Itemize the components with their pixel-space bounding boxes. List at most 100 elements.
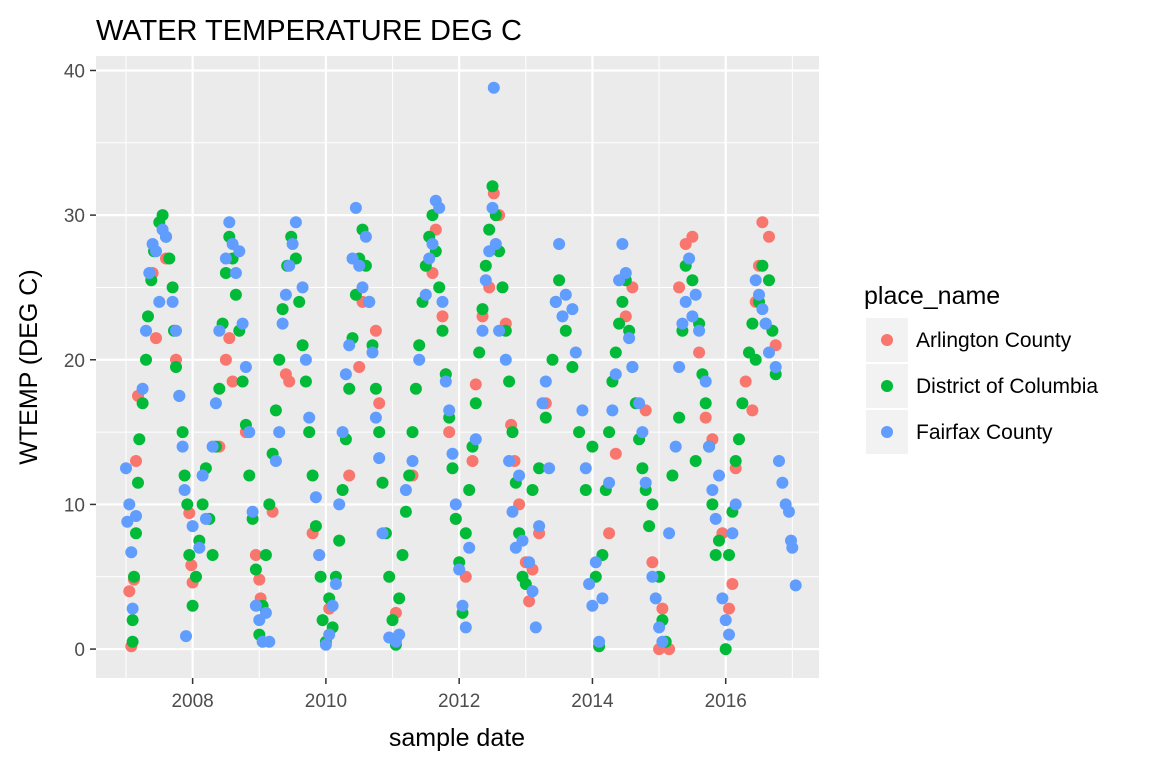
data-point-district-of-columbia [723, 549, 735, 561]
data-point-fairfax-county [233, 245, 246, 258]
data-point-fairfax-county [349, 201, 362, 214]
data-point-fairfax-county [313, 549, 326, 561]
data-point-district-of-columbia [170, 361, 182, 373]
data-point-district-of-columbia [469, 397, 482, 410]
data-point-fairfax-county [646, 570, 659, 583]
data-point-arlington-county [130, 455, 142, 467]
legend-label-arlington-county: Arlington County [916, 329, 1072, 352]
data-point-fairfax-county [343, 339, 356, 352]
data-point-arlington-county [185, 559, 198, 572]
data-point-arlington-county [656, 602, 669, 615]
data-point-fairfax-county [699, 375, 712, 388]
data-point-district-of-columbia [406, 426, 419, 439]
data-point-fairfax-county [279, 288, 292, 301]
data-point-fairfax-county [186, 520, 199, 533]
data-point-fairfax-county [296, 281, 309, 294]
data-point-district-of-columbia [573, 426, 586, 439]
data-point-fairfax-county [259, 606, 272, 619]
plot-panel [96, 56, 819, 678]
grid-minor [96, 56, 819, 678]
data-point-fairfax-county [616, 238, 629, 250]
data-point-arlington-county [253, 573, 266, 586]
y-tick-label: 40 [64, 61, 85, 82]
data-point-fairfax-county [453, 563, 466, 576]
data-point-district-of-columbia [666, 469, 679, 482]
data-point-fairfax-county [393, 628, 406, 641]
data-point-fairfax-county [676, 317, 689, 330]
data-point-fairfax-county [516, 534, 529, 547]
data-point-fairfax-county [419, 288, 432, 301]
data-point-district-of-columbia [299, 375, 312, 388]
data-point-fairfax-county [136, 382, 149, 395]
data-point-fairfax-county [356, 281, 369, 294]
data-point-arlington-county [763, 230, 775, 243]
data-point-fairfax-county [713, 469, 725, 482]
data-point-district-of-columbia [616, 295, 629, 308]
x-tick-label: 2014 [571, 691, 614, 712]
data-point-district-of-columbia [503, 375, 516, 388]
data-point-fairfax-county [726, 527, 739, 540]
data-point-fairfax-county [249, 599, 262, 612]
data-point-fairfax-county [576, 404, 589, 417]
data-point-district-of-columbia [673, 411, 686, 424]
x-tick-label: 2010 [305, 691, 347, 712]
data-point-fairfax-county [463, 541, 476, 554]
data-point-arlington-county [693, 346, 706, 359]
data-point-fairfax-county [223, 216, 236, 229]
legend-title: place_name [864, 282, 1000, 310]
data-point-fairfax-county [669, 440, 682, 453]
data-point-fairfax-county [769, 361, 782, 373]
data-point-fairfax-county [689, 288, 702, 301]
data-point-fairfax-county [289, 216, 302, 229]
data-point-arlington-county [353, 361, 366, 373]
data-point-arlington-county [219, 353, 232, 366]
data-point-district-of-columbia [309, 520, 322, 533]
data-point-fairfax-county [729, 498, 742, 511]
data-point-district-of-columbia [586, 440, 599, 453]
data-point-district-of-columbia [559, 324, 572, 337]
data-point-fairfax-county [649, 592, 662, 605]
data-point-fairfax-county [603, 476, 616, 489]
data-point-district-of-columbia [373, 426, 386, 439]
data-point-fairfax-county [209, 397, 222, 410]
data-point-district-of-columbia [719, 643, 732, 656]
data-point-district-of-columbia [178, 469, 191, 482]
data-point-fairfax-county [533, 520, 546, 533]
data-point-fairfax-county [359, 230, 372, 243]
data-point-arlington-county [699, 411, 712, 424]
data-point-district-of-columbia [316, 614, 329, 627]
data-point-fairfax-county [593, 635, 606, 648]
data-point-district-of-columbia [276, 303, 289, 316]
data-point-fairfax-county [476, 324, 489, 337]
data-point-fairfax-county [523, 556, 536, 569]
data-point-district-of-columbia [376, 476, 389, 489]
data-point-district-of-columbia [636, 462, 649, 475]
data-point-fairfax-county [323, 628, 336, 641]
data-point-district-of-columbia [126, 635, 139, 648]
data-point-district-of-columbia [706, 498, 719, 511]
data-point-arlington-county [673, 281, 686, 294]
data-point-district-of-columbia [579, 484, 592, 496]
data-point-district-of-columbia [343, 382, 356, 395]
legend-swatch-fairfax-county [881, 426, 893, 438]
data-point-fairfax-county [213, 324, 226, 337]
data-point-fairfax-county [526, 585, 539, 598]
data-point-fairfax-county [487, 81, 500, 94]
data-point-fairfax-county [586, 599, 599, 612]
data-point-fairfax-county [170, 324, 182, 337]
data-point-district-of-columbia [213, 382, 226, 395]
data-point-fairfax-county [336, 426, 349, 439]
data-point-arlington-county [646, 556, 659, 569]
data-point-district-of-columbia [729, 455, 742, 467]
data-point-fairfax-county [236, 317, 249, 330]
data-point-arlington-county [369, 324, 382, 337]
y-tick-label: 20 [64, 351, 85, 372]
data-point-district-of-columbia [136, 397, 149, 410]
data-point-fairfax-county [446, 447, 459, 460]
data-point-fairfax-county [456, 599, 469, 612]
data-point-fairfax-county [536, 397, 549, 410]
x-axis: 2008 2010 2012 2014 2016 [171, 678, 747, 712]
data-point-fairfax-county [513, 469, 526, 482]
data-point-district-of-columbia [643, 520, 656, 533]
data-point-fairfax-county [160, 230, 172, 243]
